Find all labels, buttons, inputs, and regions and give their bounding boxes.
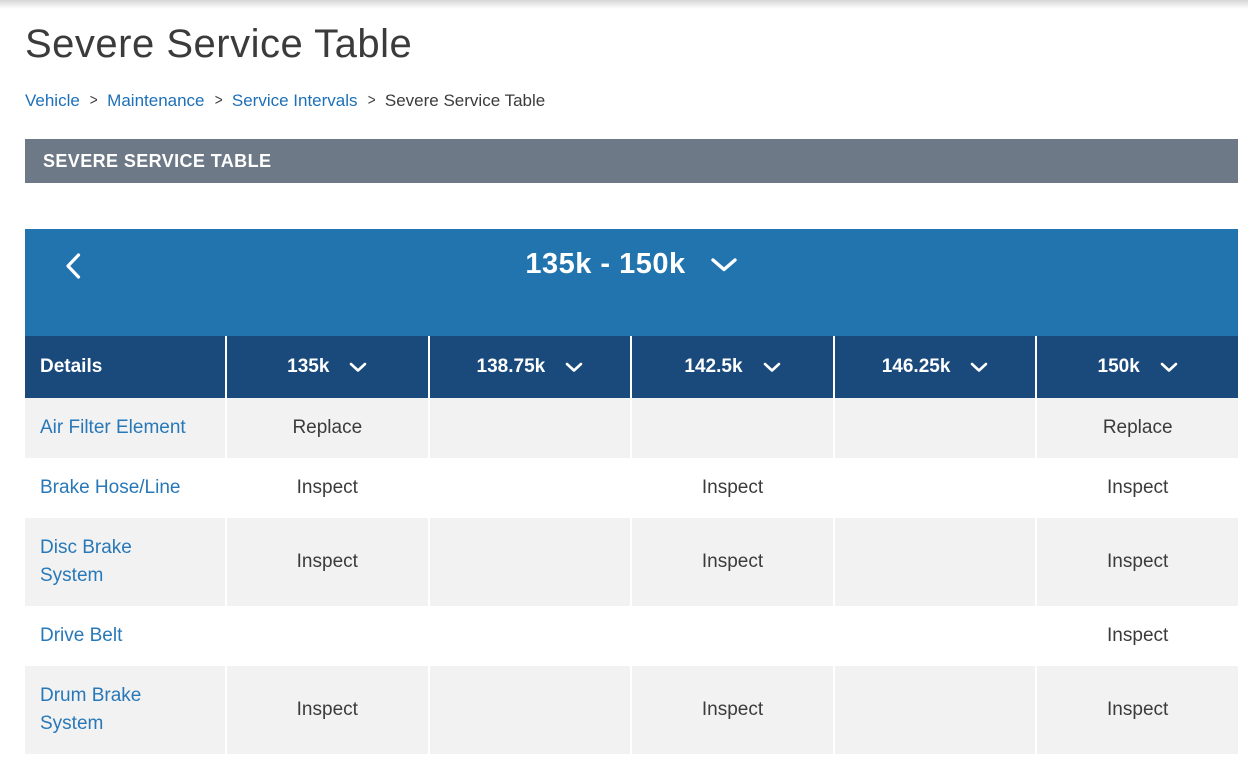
cell-value: Inspect [1035,606,1238,666]
cell-value [427,458,631,518]
chevron-down-icon [710,257,737,271]
column-header-label: 138.75k [476,356,546,377]
section-header-bar: SEVERE SERVICE TABLE [25,139,1238,183]
breadcrumb-separator: > [89,92,98,109]
cell-value: Replace [1035,398,1238,458]
cell-value: Inspect [630,518,833,606]
cell-value: Inspect [630,458,833,518]
column-header-135k[interactable]: 135k [225,336,428,398]
cell-value [832,458,1036,518]
detail-item-link[interactable]: Brake Hose/Line [40,477,181,498]
interval-range-header: 135k - 150k [25,229,1238,336]
top-shadow [0,0,1248,9]
range-selector[interactable]: 135k - 150k [525,229,737,281]
cell-value [427,518,631,606]
column-header-label: 150k [1097,356,1140,377]
table-row: Disc Brake System Inspect Inspect Inspec… [25,518,1238,606]
chevron-down-icon [350,362,367,372]
detail-item-link[interactable]: Drive Belt [40,625,123,646]
column-header-details: Details [25,336,225,398]
service-interval-table: 135k - 150k Details 135k 138.75k 142.5k [25,229,1238,754]
breadcrumb-link-maintenance[interactable]: Maintenance [107,91,205,110]
table-row: Drive Belt Inspect [25,606,1238,666]
detail-item-link[interactable]: Drum Brake System [40,685,142,734]
detail-item-link[interactable]: Disc Brake System [40,537,132,586]
cell-value: Inspect [630,666,833,754]
cell-value: Inspect [225,518,428,606]
table-row: Drum Brake System Inspect Inspect Inspec… [25,666,1238,754]
cell-value [427,666,631,754]
breadcrumb-link-service-intervals[interactable]: Service Intervals [231,91,358,110]
table-header-row: Details 135k 138.75k 142.5k 146.25k 150k [25,336,1238,398]
cell-value [427,606,631,666]
chevron-left-icon [66,253,81,279]
cell-value: Inspect [1035,458,1238,518]
cell-value [630,606,833,666]
breadcrumb-current: Severe Service Table [384,91,546,110]
table-row: Air Filter Element Replace Replace [25,398,1238,458]
range-label: 135k - 150k [525,248,686,280]
breadcrumb-separator: > [367,92,376,109]
cell-value: Inspect [1035,666,1238,754]
column-header-142-5k[interactable]: 142.5k [630,336,833,398]
cell-value: Inspect [1035,518,1238,606]
cell-value [832,398,1036,458]
chevron-down-icon [971,362,988,372]
column-header-150k[interactable]: 150k [1035,336,1238,398]
column-header-label: 146.25k [881,356,951,377]
column-header-146-25k[interactable]: 146.25k [832,336,1036,398]
column-header-138-75k[interactable]: 138.75k [427,336,631,398]
cell-value [630,398,833,458]
cell-value: Inspect [225,458,428,518]
cell-value [832,666,1036,754]
cell-value: Inspect [225,666,428,754]
cell-value [225,606,428,666]
column-header-label: 135k [287,356,330,377]
breadcrumb: Vehicle > Maintenance > Service Interval… [25,91,1238,111]
chevron-down-icon [1160,362,1178,372]
page-content: Severe Service Table Vehicle > Maintenan… [25,22,1238,754]
column-header-label: 142.5k [684,356,743,377]
chevron-down-icon [763,362,780,372]
cell-value: Replace [225,398,428,458]
cell-value [832,606,1036,666]
detail-item-link[interactable]: Air Filter Element [40,417,186,438]
breadcrumb-separator: > [214,92,223,109]
table-row: Brake Hose/Line Inspect Inspect Inspect [25,458,1238,518]
column-header-label: Details [40,356,103,377]
breadcrumb-link-vehicle[interactable]: Vehicle [25,91,80,110]
previous-range-button[interactable] [62,250,84,287]
chevron-down-icon [565,362,583,372]
page-title: Severe Service Table [25,22,413,66]
cell-value [832,518,1036,606]
cell-value [427,398,631,458]
